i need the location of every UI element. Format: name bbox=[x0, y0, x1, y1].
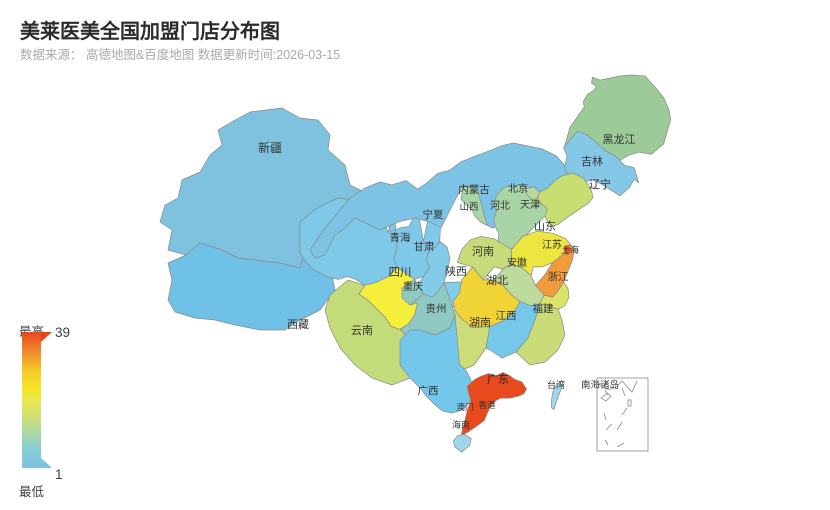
svg-text:山东: 山东 bbox=[534, 220, 556, 233]
svg-text:湖南: 湖南 bbox=[469, 316, 491, 329]
svg-text:重庆: 重庆 bbox=[403, 280, 423, 293]
svg-text:天津: 天津 bbox=[520, 199, 540, 211]
svg-text:黑龙江: 黑龙江 bbox=[603, 133, 636, 146]
svg-text:香港: 香港 bbox=[478, 400, 496, 410]
svg-text:四川: 四川 bbox=[389, 266, 412, 279]
svg-text:广东: 广东 bbox=[487, 373, 509, 386]
svg-text:甘肃: 甘肃 bbox=[414, 240, 435, 253]
svg-text:宁夏: 宁夏 bbox=[423, 208, 444, 221]
svg-text:澳门: 澳门 bbox=[456, 402, 473, 412]
svg-text:福建: 福建 bbox=[533, 302, 554, 315]
svg-text:山西: 山西 bbox=[459, 202, 478, 213]
svg-text:海南: 海南 bbox=[452, 419, 470, 430]
svg-text:辽宁: 辽宁 bbox=[589, 177, 611, 191]
svg-text:河北: 河北 bbox=[490, 200, 510, 212]
svg-text:河南: 河南 bbox=[472, 245, 494, 258]
svg-text:江苏: 江苏 bbox=[542, 238, 562, 251]
svg-text:上海: 上海 bbox=[561, 244, 579, 255]
svg-text:新疆: 新疆 bbox=[258, 140, 282, 155]
svg-text:云南: 云南 bbox=[351, 324, 373, 337]
svg-text:西藏: 西藏 bbox=[287, 318, 309, 331]
svg-text:贵州: 贵州 bbox=[426, 302, 447, 315]
svg-text:内蒙古: 内蒙古 bbox=[458, 183, 490, 196]
svg-text:湖北: 湖北 bbox=[486, 274, 508, 287]
svg-text:浙江: 浙江 bbox=[548, 271, 569, 283]
svg-text:安徽: 安徽 bbox=[507, 256, 527, 269]
svg-text:陕西: 陕西 bbox=[445, 264, 467, 278]
svg-text:吉林: 吉林 bbox=[581, 154, 603, 168]
svg-text:台湾: 台湾 bbox=[547, 379, 565, 390]
svg-text:青海: 青海 bbox=[390, 231, 411, 244]
svg-text:北京: 北京 bbox=[508, 182, 528, 195]
svg-text:广西: 广西 bbox=[418, 385, 439, 397]
svg-text:江西: 江西 bbox=[496, 310, 517, 322]
